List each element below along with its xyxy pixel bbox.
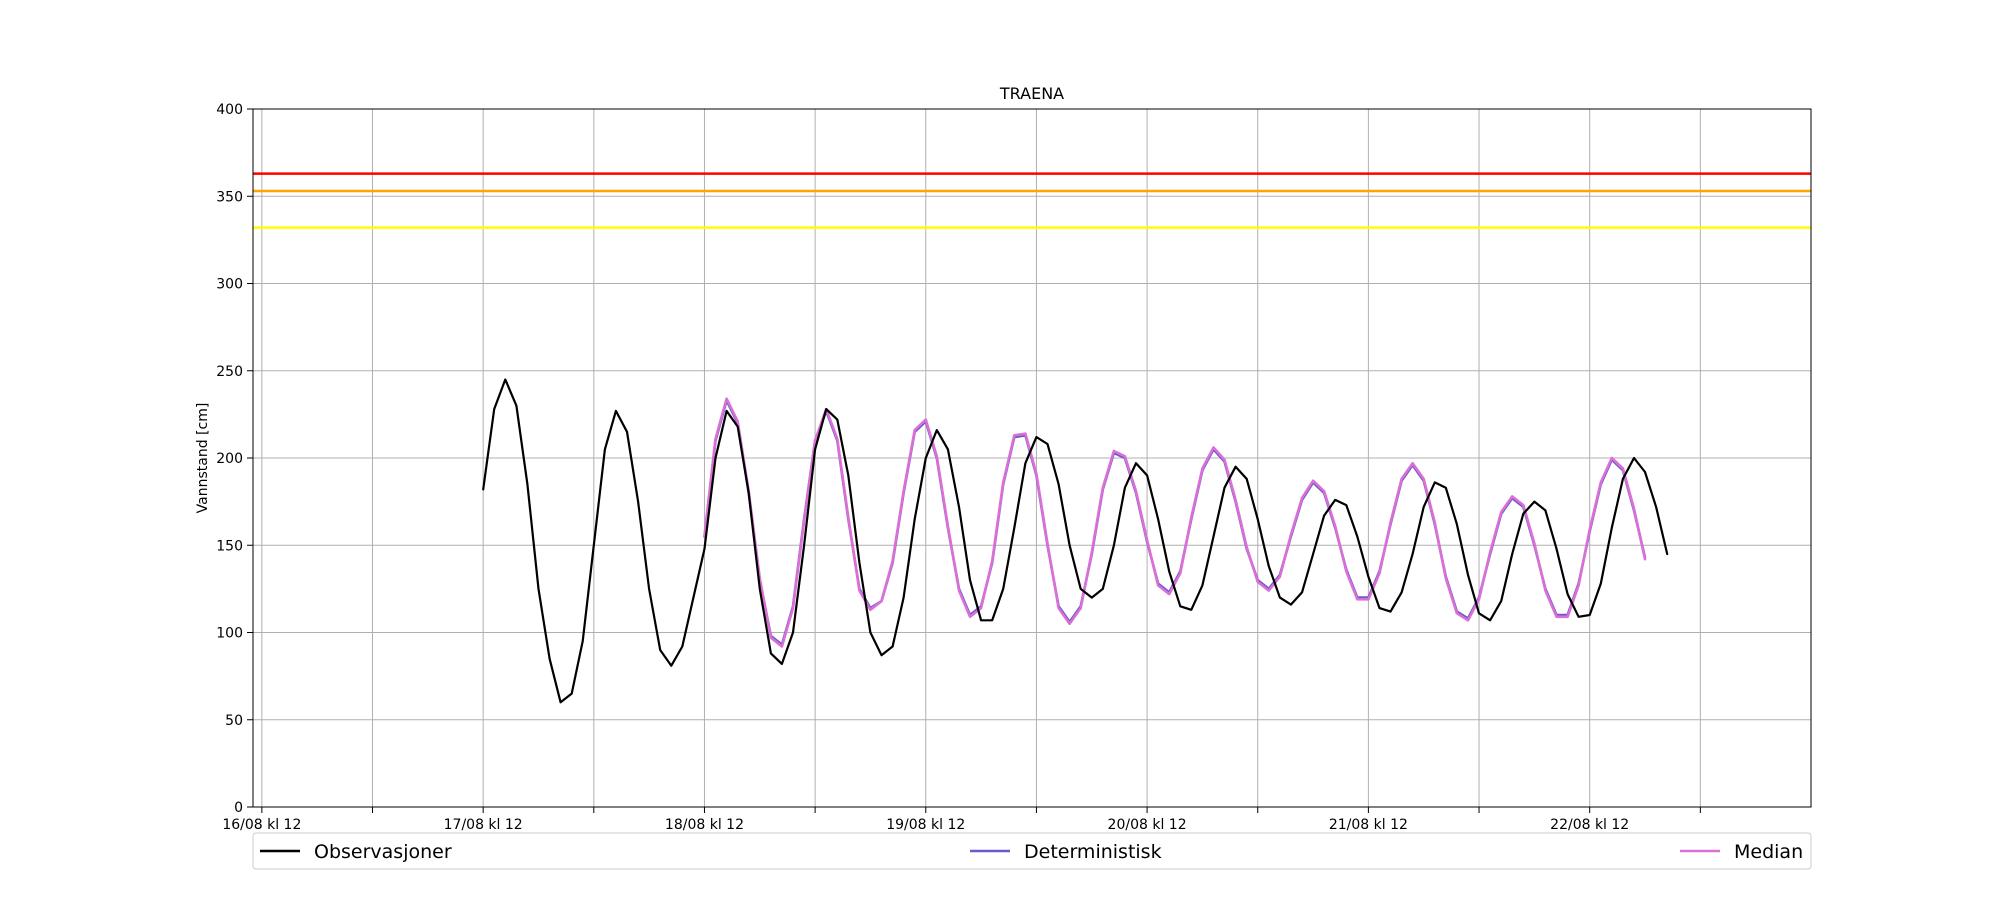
y-tick-label: 350 [216, 189, 243, 205]
x-tick-label: 21/08 kl 12 [1329, 817, 1408, 833]
series-line-median [703, 397, 1647, 648]
series-line-observasjoner [482, 378, 1669, 704]
x-axis-ticks: 16/08 kl 12 17/08 kl 12 18/08 kl 12 19/08 k… [222, 807, 1701, 833]
y-tick-label: 200 [216, 451, 243, 467]
x-tick-label: 17/08 kl 12 [444, 817, 523, 833]
y-tick-label: 0 [234, 800, 243, 816]
chart-title: TRAENA [999, 84, 1064, 103]
legend-label: Observasjoner [314, 841, 452, 863]
y-tick-label: 150 [216, 538, 243, 554]
y-axis-ticks: 0 50 100 150 200 250 300 350 400 [216, 102, 253, 816]
x-tick-label: 22/08 kl 12 [1550, 817, 1629, 833]
legend-label: Median [1734, 841, 1803, 863]
legend-label: Deterministisk [1024, 841, 1162, 863]
series-lines [482, 378, 1669, 704]
threshold-lines [253, 172, 1811, 229]
legend: Observasjoner Deterministisk Median [252, 832, 1812, 870]
y-tick-label: 250 [216, 364, 243, 380]
y-axis-title: Vannstand [cm] [195, 403, 211, 514]
y-tick-label: 100 [216, 626, 243, 642]
y-tick-label: 300 [216, 277, 243, 293]
legend-box [252, 832, 1812, 870]
x-tick-label: 16/08 kl 12 [222, 817, 301, 833]
x-tick-label: 18/08 kl 12 [665, 817, 744, 833]
x-tick-label: 20/08 kl 12 [1108, 817, 1187, 833]
y-tick-label: 50 [225, 713, 243, 729]
y-tick-label: 400 [216, 102, 243, 118]
x-tick-label: 19/08 kl 12 [886, 817, 965, 833]
